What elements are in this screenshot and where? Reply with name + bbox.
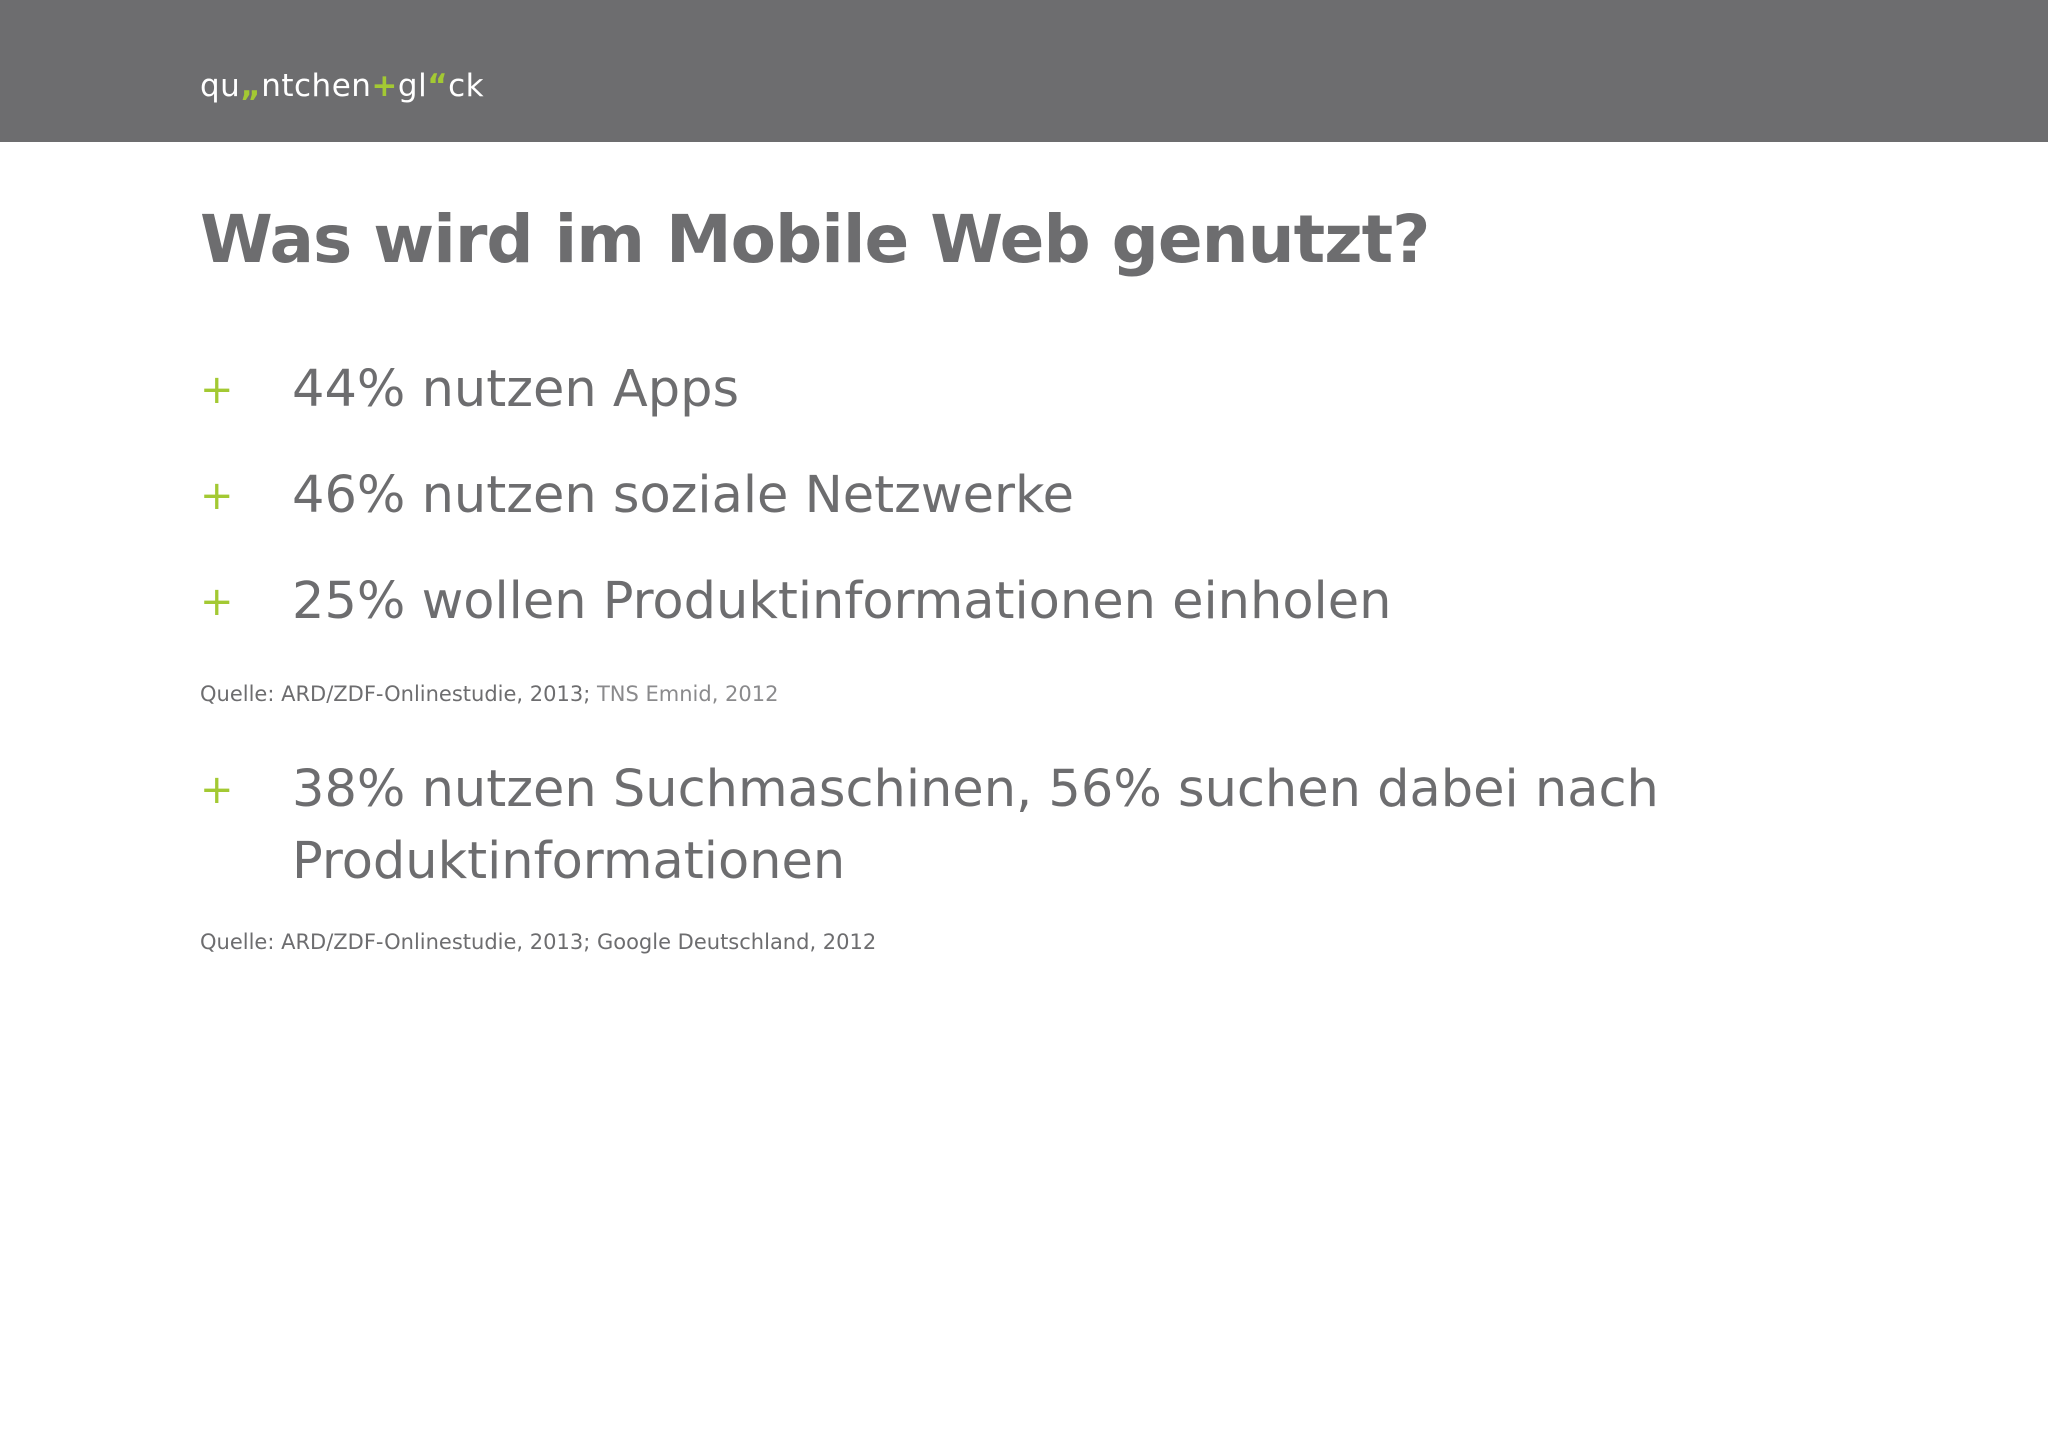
logo-text-2: ntchen [261,68,372,104]
bullet-text: 25% wollen Produktinformationen einholen [292,572,1392,631]
plus-icon: + [200,767,234,813]
bullet-text: 38% nutzen Suchmaschinen, 56% suchen dab… [292,760,1659,891]
logo-text-1: qu [200,68,241,104]
bullet-text: 44% nutzen Apps [292,360,740,419]
logo-text-4: ck [448,68,485,104]
source-main: Quelle: ARD/ZDF-Onlinestudie, 2013; Goog… [200,930,877,954]
logo-quote-low: „ [240,68,262,104]
source-note-1: Quelle: ARD/ZDF-Onlinestudie, 2013; TNS … [200,679,779,709]
bullet-text: 46% nutzen soziale Netzwerke [292,466,1075,525]
source-note-2: Quelle: ARD/ZDF-Onlinestudie, 2013; Goog… [200,927,876,957]
slide-title: Was wird im Mobile Web genutzt? [200,201,1430,278]
logo-plus: + [371,68,398,104]
logo-text-3: gl [397,68,428,104]
plus-icon: + [200,579,234,625]
source-extra: TNS Emnid, 2012 [590,682,779,706]
source-main: Quelle: ARD/ZDF-Onlinestudie, 2013; [200,682,591,706]
plus-icon: + [200,473,234,519]
logo-quote-high: “ [427,68,449,104]
company-logo: qu„ntchen+gl“ck [200,66,484,106]
header-bar: qu„ntchen+gl“ck [0,0,2048,142]
plus-icon: + [200,367,234,413]
